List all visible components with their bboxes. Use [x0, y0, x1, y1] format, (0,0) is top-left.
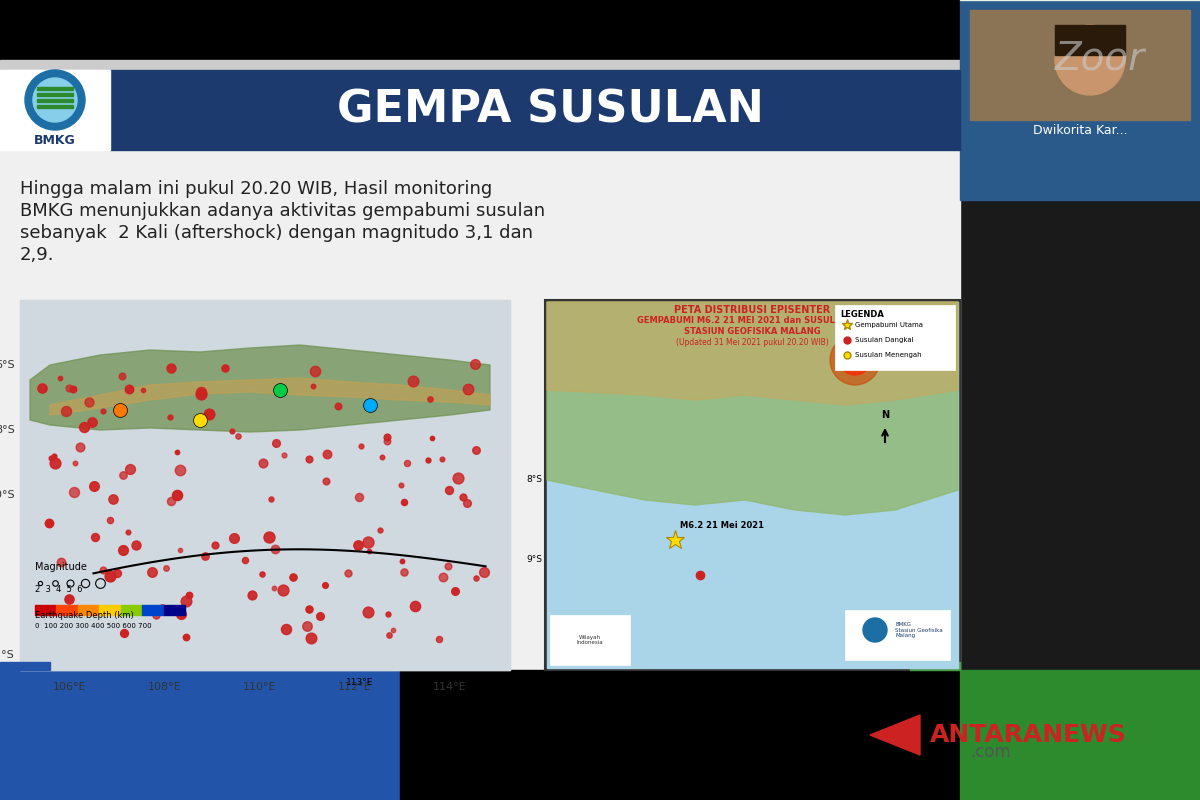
Circle shape	[34, 78, 77, 122]
Bar	[0, 0, 1200, 60]
Text: 6°S: 6°S	[0, 360, 14, 370]
Text: Susulan Dangkal: Susulan Dangkal	[854, 337, 913, 343]
Text: BMKG
Stasiun Geofisika
Malang: BMKG Stasiun Geofisika Malang	[895, 622, 943, 638]
Text: Dwikorita Kar...: Dwikorita Kar...	[1033, 123, 1127, 137]
Polygon shape	[547, 302, 958, 515]
Text: 2,9.: 2,9.	[20, 246, 54, 264]
Text: 108°E: 108°E	[148, 682, 182, 692]
Text: GEMPA SUSULAN: GEMPA SUSULAN	[336, 89, 763, 131]
Bar	[1055, 25, 1126, 55]
Text: 9°S: 9°S	[526, 555, 542, 565]
Bar	[0, 670, 400, 800]
Bar	[0, 662, 50, 670]
Polygon shape	[870, 715, 920, 755]
Bar	[400, 670, 960, 800]
Polygon shape	[547, 302, 958, 405]
Bar	[37, 93, 73, 96]
Text: .com: .com	[970, 743, 1010, 761]
Bar	[20, 300, 510, 670]
Bar	[110, 70, 960, 150]
Text: 113°E: 113°E	[347, 678, 373, 687]
Text: Wilayah
Indonesia: Wilayah Indonesia	[577, 634, 604, 646]
Bar	[845, 610, 950, 660]
Bar	[37, 99, 73, 102]
Bar	[163, 605, 185, 615]
Text: 110°E: 110°E	[244, 682, 277, 692]
Circle shape	[1055, 25, 1126, 95]
Bar	[550, 615, 630, 665]
Text: M6.2 21 Mei 2021: M6.2 21 Mei 2021	[680, 521, 764, 530]
Text: 8°S: 8°S	[526, 475, 542, 485]
Circle shape	[830, 335, 880, 385]
Bar	[20, 300, 510, 670]
Bar	[142, 605, 163, 615]
Bar	[835, 305, 955, 370]
Bar	[0, 60, 1200, 70]
Bar	[960, 670, 1200, 800]
Polygon shape	[50, 378, 490, 415]
Text: LEGENDA: LEGENDA	[840, 310, 884, 319]
Bar	[547, 302, 958, 668]
Text: PETA DISTRIBUSI EPISENTER: PETA DISTRIBUSI EPISENTER	[674, 305, 830, 315]
Bar	[121, 605, 142, 615]
Bar	[37, 105, 73, 108]
Text: Magnitude: Magnitude	[35, 562, 86, 572]
Polygon shape	[30, 345, 490, 432]
Bar	[78, 605, 100, 615]
Bar	[960, 0, 1200, 200]
Text: N: N	[881, 410, 889, 420]
Text: 112°E: 112°E	[611, 678, 638, 687]
Text: 10°S: 10°S	[0, 490, 14, 500]
Text: 0  100 200 300 400 500 600 700: 0 100 200 300 400 500 600 700	[35, 623, 151, 629]
Text: Zoor: Zoor	[1055, 40, 1145, 78]
Bar	[0, 70, 110, 150]
Bar	[35, 605, 56, 615]
Text: (Updated 31 Mei 2021 pukul 20.20 WIB): (Updated 31 Mei 2021 pukul 20.20 WIB)	[676, 338, 829, 347]
Text: BMKG menunjukkan adanya aktivitas gempabumi susulan: BMKG menunjukkan adanya aktivitas gempab…	[20, 202, 545, 220]
Text: BMKG: BMKG	[34, 134, 76, 146]
Bar	[37, 87, 73, 90]
Text: GEMPABUMI M6.2 21 MEI 2021 dan SUSULANNYA: GEMPABUMI M6.2 21 MEI 2021 dan SUSULANNY…	[637, 316, 868, 325]
Text: Gempabumi Utama: Gempabumi Utama	[854, 322, 923, 328]
Bar	[545, 300, 960, 670]
Text: 12°S: 12°S	[0, 650, 14, 660]
Text: STASIUN GEOFISIKA MALANG: STASIUN GEOFISIKA MALANG	[684, 327, 821, 336]
Bar	[0, 70, 960, 670]
Text: 8°S: 8°S	[0, 425, 14, 435]
Bar	[56, 605, 78, 615]
Bar	[100, 605, 121, 615]
Text: Hingga malam ini pukul 20.20 WIB, Hasil monitoring: Hingga malam ini pukul 20.20 WIB, Hasil …	[20, 180, 492, 198]
Bar	[970, 10, 1190, 120]
Circle shape	[863, 618, 887, 642]
Bar	[910, 662, 960, 670]
Circle shape	[25, 70, 85, 130]
Text: ANTARANEWS: ANTARANEWS	[930, 723, 1127, 747]
Text: sebanyak  2 Kali (aftershock) dengan magnitudo 3,1 dan: sebanyak 2 Kali (aftershock) dengan magn…	[20, 224, 533, 242]
Text: 114°E: 114°E	[433, 682, 467, 692]
Text: 112°E: 112°E	[338, 682, 372, 692]
Text: 2  3  4  5  6: 2 3 4 5 6	[35, 585, 83, 594]
Text: Earthquake Depth (km): Earthquake Depth (km)	[35, 611, 133, 620]
Circle shape	[840, 345, 870, 375]
Text: 106°E: 106°E	[53, 682, 86, 692]
Text: Susulan Menengah: Susulan Menengah	[854, 352, 922, 358]
